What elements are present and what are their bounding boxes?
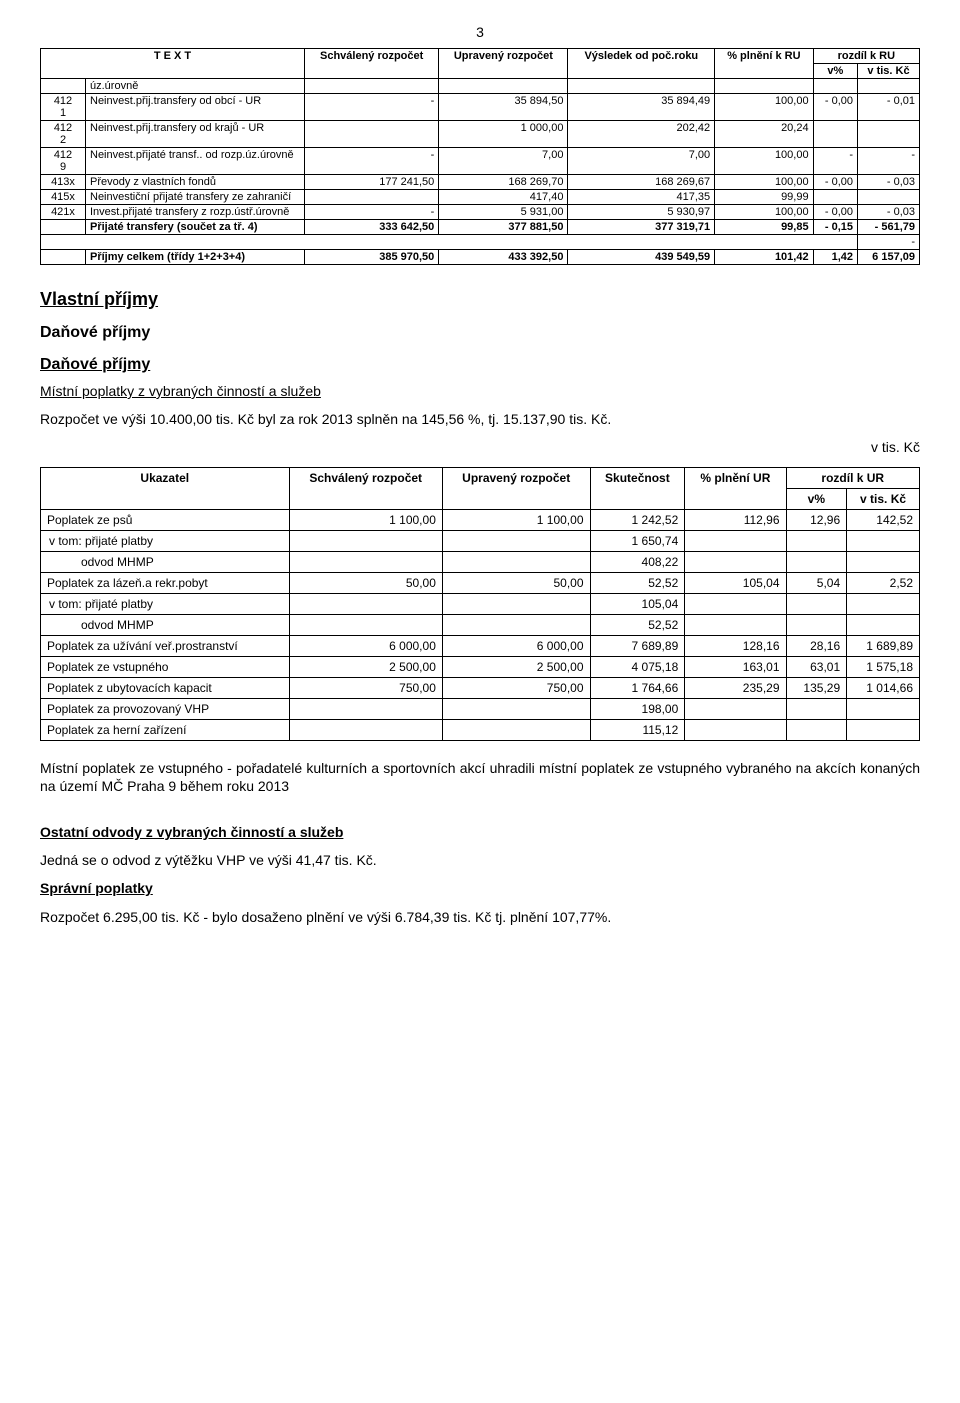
table-row: v tom: přijaté platby1 650,74 [41, 530, 920, 551]
table-row: 415xNeinvestiční přijaté transfery ze za… [41, 190, 920, 205]
heading-danove-prijmy: Daňové příjmy [40, 324, 920, 342]
table-row: Příjmy celkem (třídy 1+2+3+4)385 970,504… [41, 250, 920, 265]
table-poplatky: Ukazatel Schválený rozpočet Upravený roz… [40, 467, 920, 741]
subheading-spravni-poplatky: Správní poplatky [40, 879, 920, 897]
heading-vlastni-prijmy: Vlastní příjmy [40, 289, 920, 310]
th-ukazatel: Ukazatel [41, 467, 290, 509]
th-schvaleny: Schválený rozpočet [305, 49, 439, 79]
th-plneni-ur: % plnění UR [685, 467, 786, 509]
th-plneni: % plnění k RU [715, 49, 813, 79]
th-skutecnost: Skutečnost [590, 467, 685, 509]
heading-danove-prijmy-sub: Daňové příjmy [40, 356, 920, 374]
table-row: Poplatek ze psů1 100,001 100,001 242,521… [41, 509, 920, 530]
page-number: 3 [40, 24, 920, 40]
th-vpct: v% [813, 64, 857, 79]
th-vysledek: Výsledek od poč.roku [568, 49, 715, 79]
subheading-mistni-poplatky: Místní poplatky z vybraných činností a s… [40, 382, 920, 400]
table-row: 4129Neinvest.přijaté transf.. od rozp.úz… [41, 148, 920, 175]
th-rozdil: rozdíl k RU [813, 49, 919, 64]
table-row: odvod MHMP408,22 [41, 551, 920, 572]
text-spravni-poplatky: Rozpočet 6.295,00 tis. Kč - bylo dosažen… [40, 908, 920, 926]
table-row: Přijaté transfery (součet za tř. 4)333 6… [41, 220, 920, 235]
table-row: Poplatek z ubytovacích kapacit750,00750,… [41, 677, 920, 698]
table-row: odvod MHMP52,52 [41, 614, 920, 635]
table-row: Poplatek ze vstupného2 500,002 500,004 0… [41, 656, 920, 677]
th-upraveny2: Upravený rozpočet [442, 467, 590, 509]
table-budget-summary: T E X T Schválený rozpočet Upravený rozp… [40, 48, 920, 265]
table-row: 421xInvest.přijaté transfery z rozp.ústř… [41, 205, 920, 220]
th-vtis2: v tis. Kč [847, 488, 920, 509]
text-rozpocet-mistni: Rozpočet ve výši 10.400,00 tis. Kč byl z… [40, 410, 920, 428]
th-rozdil-ur: rozdíl k UR [786, 467, 920, 488]
text-ostatni-odvody: Jedná se o odvod z výtěžku VHP ve výši 4… [40, 851, 920, 869]
table-row: Poplatek za herní zařízení115,12 [41, 719, 920, 740]
subheading-ostatni-odvody: Ostatní odvody z vybraných činností a sl… [40, 823, 920, 841]
table-row: 413xPřevody z vlastních fondů177 241,501… [41, 175, 920, 190]
table-row: 4122Neinvest.přij.transfery od krajů - U… [41, 121, 920, 148]
th-vpct2: v% [786, 488, 847, 509]
unit-label: v tis. Kč [40, 438, 920, 456]
table-row: Poplatek za užívání veř.prostranství6 00… [41, 635, 920, 656]
th-upraveny: Upravený rozpočet [439, 49, 568, 79]
table-row: 4121Neinvest.přij.transfery od obcí - UR… [41, 94, 920, 121]
table-row: Poplatek za lázeň.a rekr.pobyt50,0050,00… [41, 572, 920, 593]
th-schvaleny2: Schválený rozpočet [289, 467, 442, 509]
table-row: - [41, 235, 920, 250]
table-row: Poplatek za provozovaný VHP198,00 [41, 698, 920, 719]
text-note-vstupne: Místní poplatek ze vstupného - pořadatel… [40, 759, 920, 795]
th-text: T E X T [41, 49, 305, 79]
table-row: v tom: přijaté platby105,04 [41, 593, 920, 614]
th-vtis: v tis. Kč [858, 64, 920, 79]
table-row: úz.úrovně [41, 79, 920, 94]
